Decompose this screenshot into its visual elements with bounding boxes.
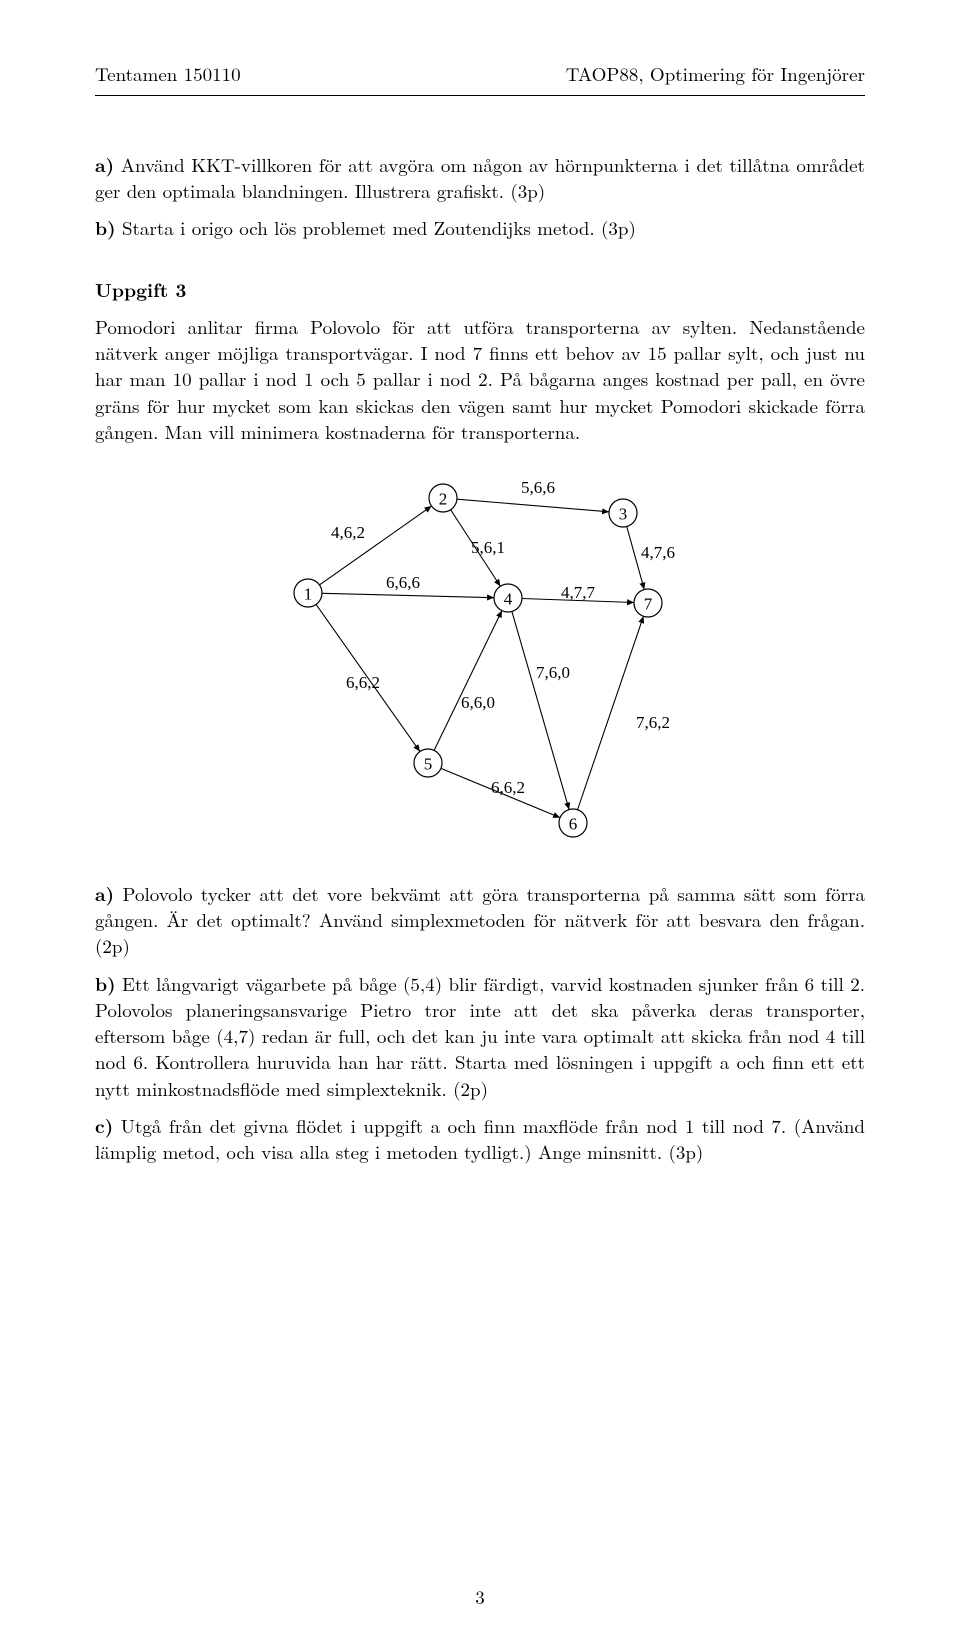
edge-label-5-4: 6,6,0 [461, 693, 495, 712]
network-svg: 4,6,2 6,6,6 6,6,2 5,6,6 5,6,1 4,7,6 4,7,7 6,6,0… [253, 463, 708, 858]
header-rule [95, 95, 865, 96]
node-label-4: 4 [503, 589, 512, 608]
edge-label-5-6: 6,6,2 [491, 778, 525, 797]
edge-label-6-7: 7,6,2 [636, 713, 670, 732]
q3a-text: Polovolo tycker att det vore bekvämt att… [95, 880, 865, 959]
edge-label-1-2: 4,6,2 [331, 523, 365, 542]
q3b: b) Ett långvarigt vägarbete på båge (5,4… [95, 970, 865, 1102]
part-b: b) Starta i origo och lös problemet med … [95, 214, 865, 241]
node-label-1: 1 [303, 584, 312, 603]
edge-5-4 [434, 611, 502, 751]
part-b-label: b) [95, 213, 116, 241]
network-diagram: 4,6,2 6,6,6 6,6,2 5,6,6 5,6,1 4,7,6 4,7,7 6,6,0… [95, 463, 865, 858]
node-label-6: 6 [568, 814, 577, 833]
uppgift3-title: Uppgift 3 [95, 276, 865, 302]
q3c: c) Utgå från det givna flödet i uppgift … [95, 1112, 865, 1165]
edge-label-3-7: 4,7,6 [641, 543, 675, 562]
node-label-2: 2 [438, 489, 447, 508]
q3a: a) Polovolo tycker att det vore bekvämt … [95, 880, 865, 960]
edge-label-1-4: 6,6,6 [386, 573, 420, 592]
q3a-label: a) [95, 879, 114, 907]
edge-1-4 [321, 593, 493, 597]
q3c-text: Utgå från det givna flödet i uppgift a o… [95, 1112, 865, 1165]
node-label-7: 7 [643, 594, 652, 613]
part-a-text: Använd KKT-villkoren för att avgöra om n… [95, 151, 865, 204]
edge-6-7 [577, 616, 643, 809]
edge-label-4-7: 4,7,7 [561, 583, 596, 602]
part-a: a) Använd KKT-villkoren för att avgöra o… [95, 151, 865, 204]
node-label-5: 5 [423, 754, 432, 773]
part-a-label: a) [95, 150, 114, 178]
edge-label-2-4: 5,6,1 [471, 538, 505, 557]
q3c-label: c) [95, 1111, 113, 1139]
q3b-label: b) [95, 969, 116, 997]
uppgift3-intro: Pomodori anlitar firma Polovolo för att … [95, 314, 865, 445]
part-b-text: Starta i origo och lös problemet med Zou… [116, 214, 636, 241]
edge-2-3 [456, 499, 608, 512]
edge-label-2-3: 5,6,6 [521, 478, 555, 497]
q3b-text: Ett långvarigt vägarbete på båge (5,4) b… [95, 970, 865, 1102]
edge-label-4-6: 7,6,0 [536, 663, 570, 682]
page-number: 3 [0, 1583, 960, 1610]
header-right: TAOP88, Optimering för Ingenjörer [566, 60, 865, 87]
edge-label-1-5: 6,6,2 [346, 673, 380, 692]
header-left: Tentamen 150110 [95, 60, 241, 87]
node-label-3: 3 [618, 504, 627, 523]
